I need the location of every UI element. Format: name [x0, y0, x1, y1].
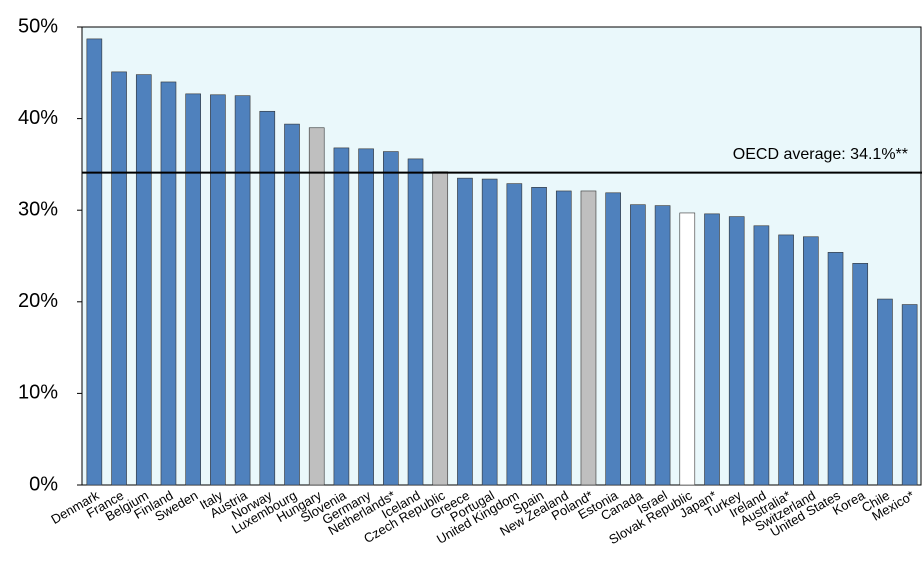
bar — [111, 71, 127, 486]
bar — [383, 151, 399, 486]
bar — [457, 177, 473, 486]
bar — [654, 205, 671, 486]
reference-label: OECD average: 34.1%** — [733, 146, 908, 163]
y-tick-label: 30% — [18, 198, 58, 220]
bar — [753, 225, 770, 486]
bar — [778, 234, 794, 486]
bar — [580, 190, 597, 486]
bar — [506, 183, 523, 486]
bar — [679, 212, 696, 486]
bar — [333, 147, 350, 486]
bar — [852, 263, 869, 486]
bar — [827, 252, 844, 486]
bar — [358, 148, 374, 486]
bar — [704, 213, 720, 486]
bar — [531, 187, 547, 486]
y-tick-label: 50% — [18, 15, 58, 37]
bar — [86, 38, 103, 486]
bar — [630, 204, 646, 486]
y-tick-label: 40% — [18, 107, 58, 129]
bar — [901, 304, 918, 486]
bar — [185, 93, 201, 486]
bar — [728, 216, 745, 486]
bar — [210, 94, 226, 486]
bar — [877, 298, 893, 486]
bar — [432, 171, 449, 486]
y-tick-label: 10% — [18, 382, 58, 404]
bar — [135, 74, 152, 486]
bar — [259, 110, 276, 486]
bar — [284, 123, 300, 486]
bar — [605, 192, 621, 486]
plot-area — [81, 26, 922, 486]
bar — [308, 127, 325, 486]
bar — [160, 81, 177, 486]
y-tick-label: 0% — [29, 473, 58, 495]
y-tick-label: 20% — [18, 290, 58, 312]
bar — [234, 95, 251, 486]
bar — [407, 158, 424, 486]
bar — [481, 178, 498, 486]
bar — [803, 236, 819, 486]
bar — [555, 190, 572, 486]
